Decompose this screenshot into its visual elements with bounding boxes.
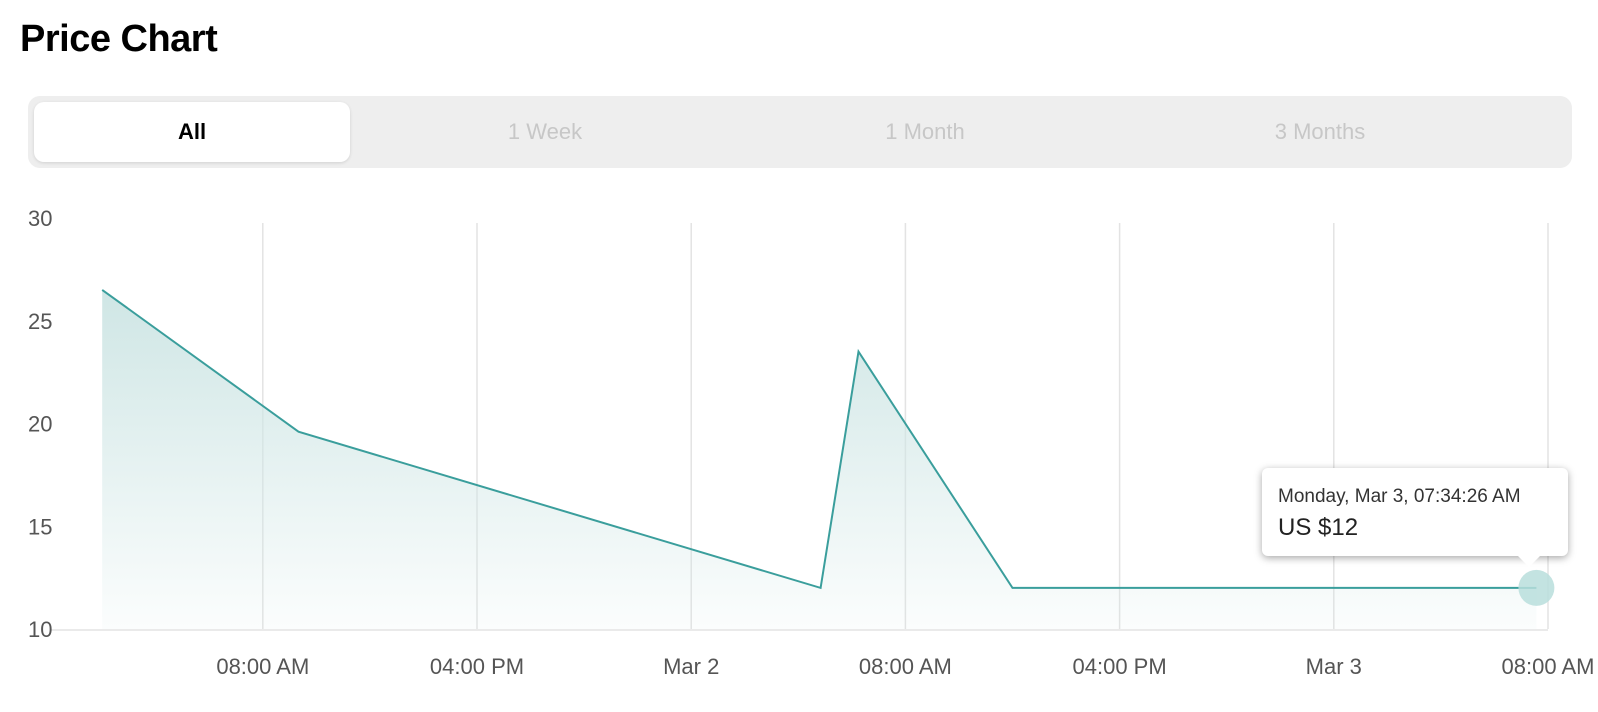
y-tick-label: 25 [28, 309, 52, 334]
hover-marker [1518, 569, 1555, 606]
x-tick-label: Mar 3 [1306, 654, 1362, 679]
y-tick-label: 15 [28, 514, 52, 539]
tooltip-date: Monday, Mar 3, 07:34:26 AM [1278, 486, 1521, 507]
page-title: Price Chart [20, 18, 218, 60]
series-area [102, 289, 1537, 629]
x-tick-label: 04:00 PM [430, 654, 524, 679]
series-line [101, 289, 1537, 590]
tooltip-price: US $12 [1278, 514, 1359, 541]
range-tabs: All 1 Week 1 Month 3 Months [28, 96, 1572, 168]
tab-all[interactable]: All [34, 102, 350, 162]
tab-3-months[interactable]: 3 Months [1274, 119, 1366, 144]
price-tooltip: Monday, Mar 3, 07:34:26 AM US $12 [1262, 468, 1568, 567]
y-tick-label: 30 [28, 206, 52, 231]
x-tick-label: 08:00 AM [1502, 654, 1595, 679]
x-tick-label: 08:00 AM [216, 654, 309, 679]
tab-1-month[interactable]: 1 Month [885, 119, 965, 144]
tab-1-week[interactable]: 1 Week [507, 119, 583, 144]
y-tick-label: 10 [28, 617, 52, 642]
x-tick-label: 08:00 AM [859, 654, 952, 679]
x-tick-label: 04:00 PM [1073, 654, 1167, 679]
y-tick-label: 20 [28, 412, 52, 437]
x-tick-label: Mar 2 [663, 654, 719, 679]
